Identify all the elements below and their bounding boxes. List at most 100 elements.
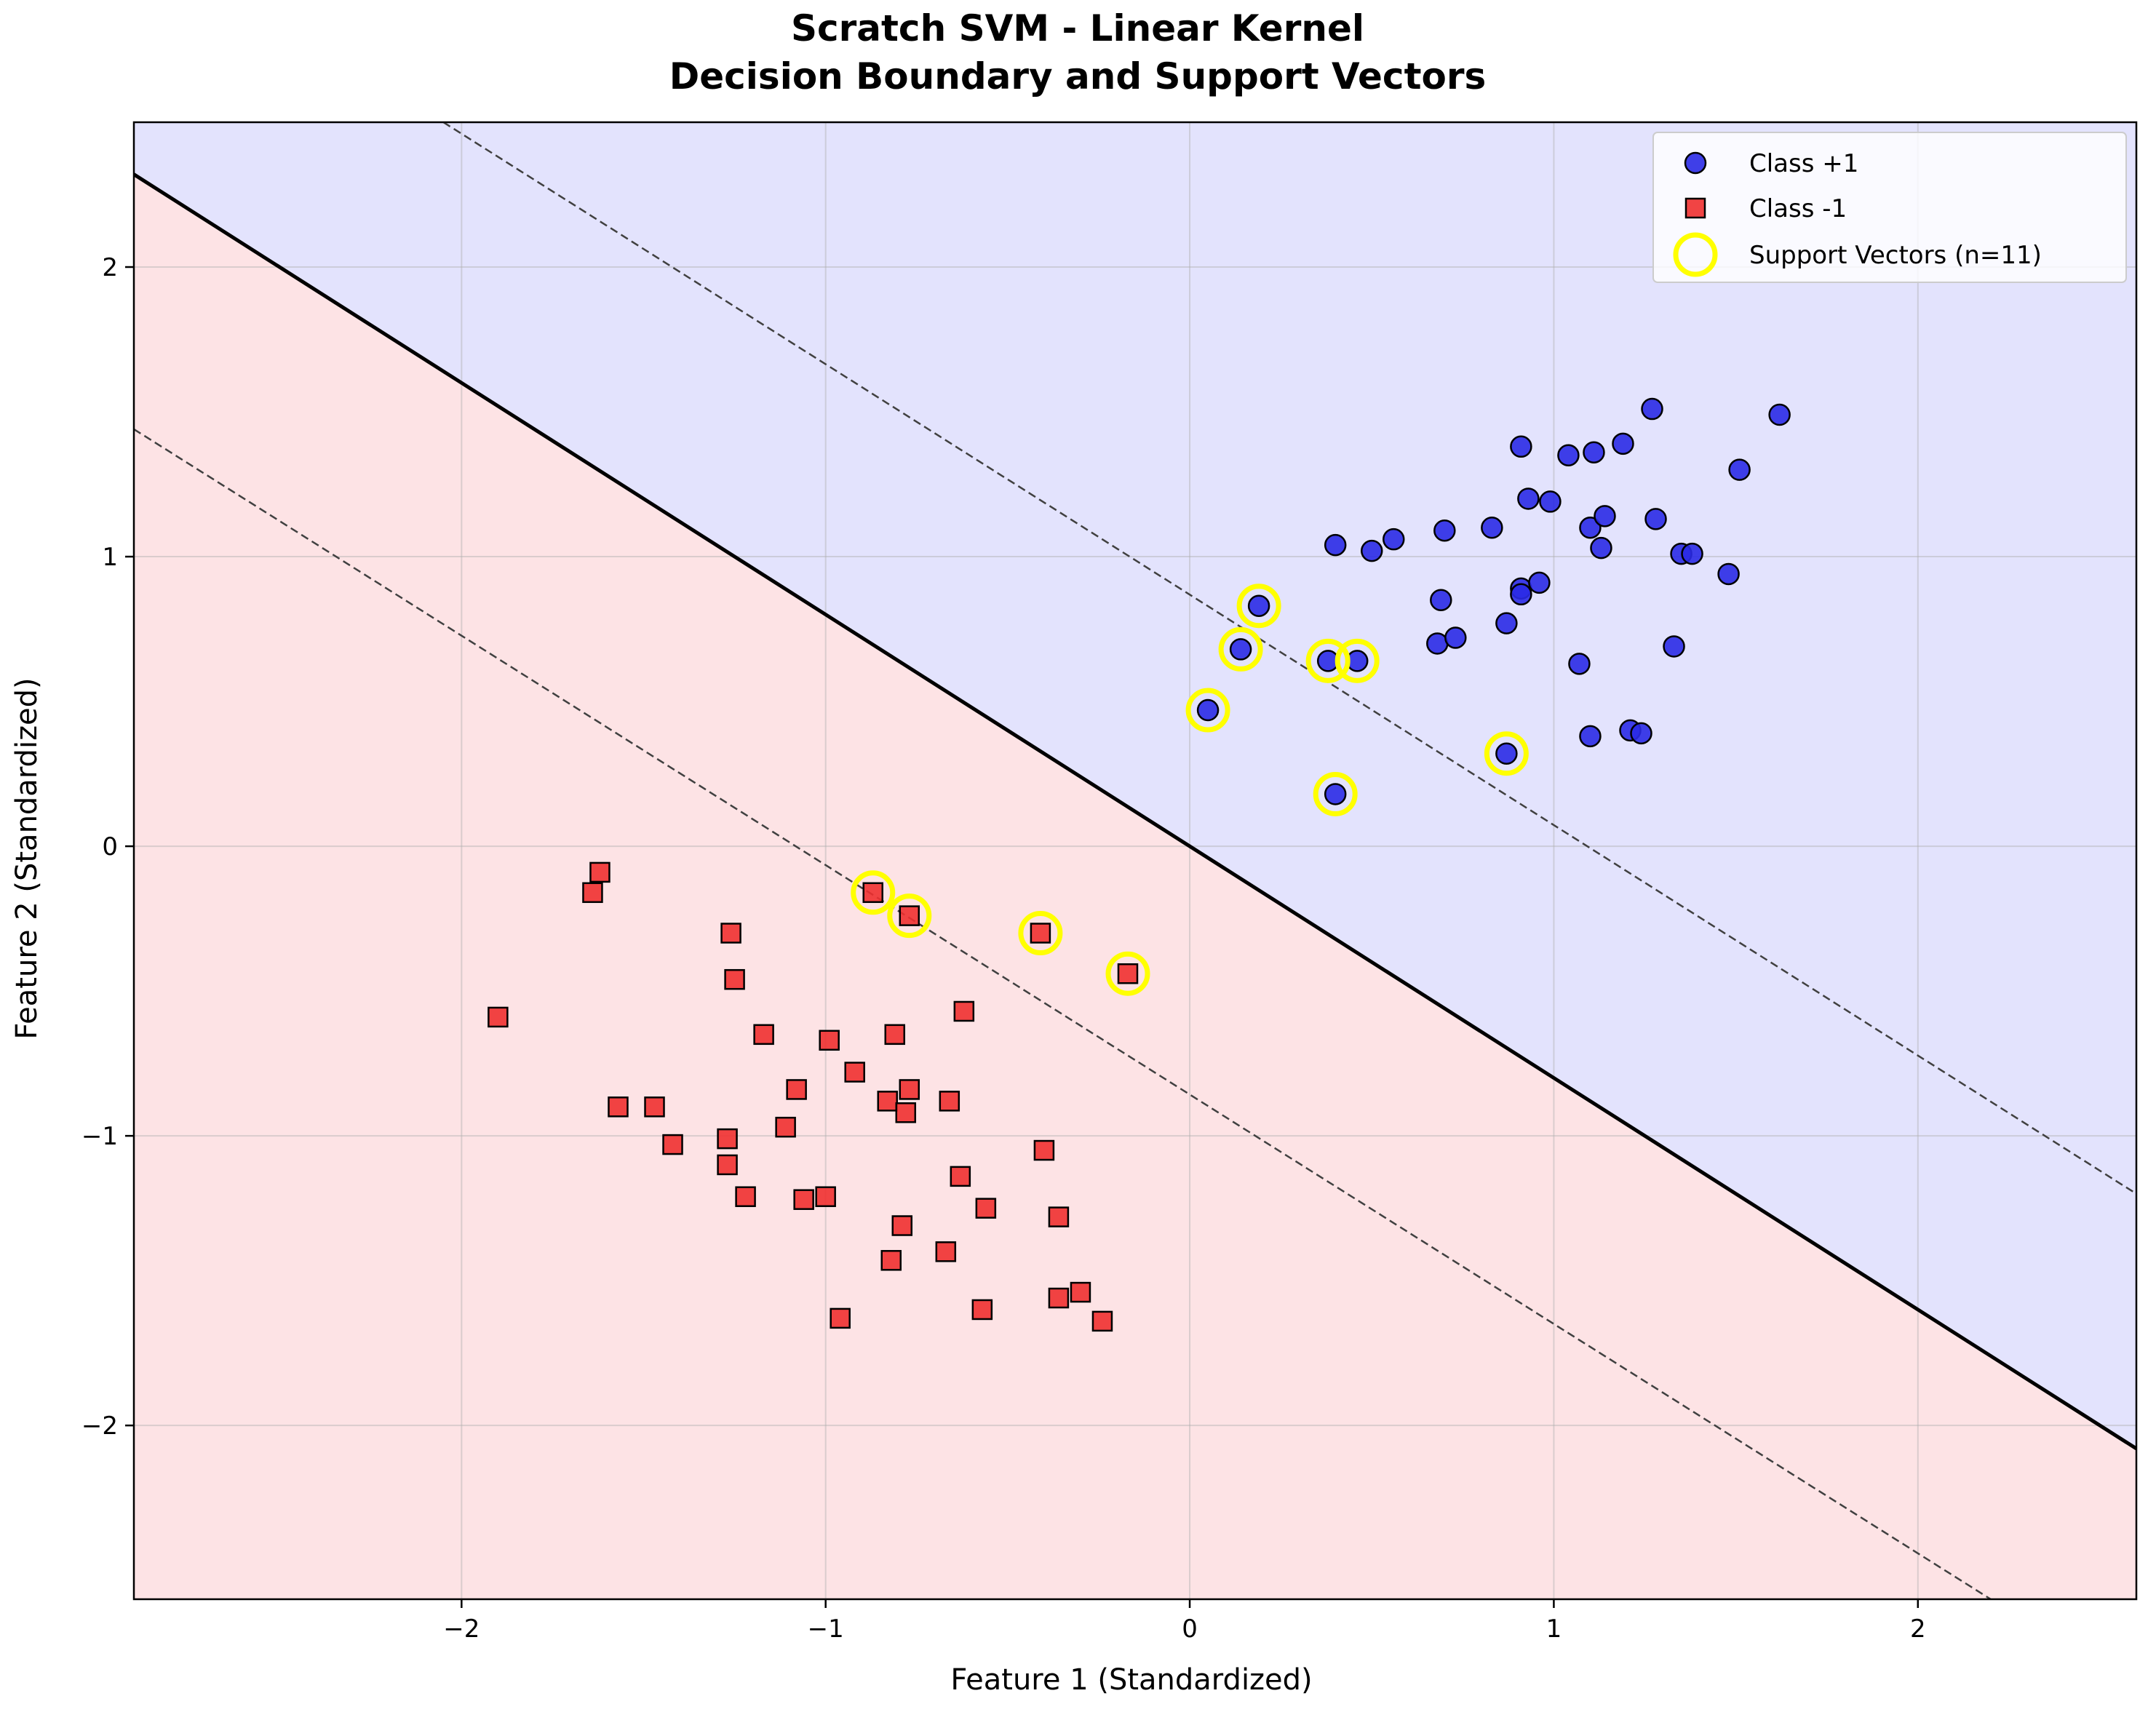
support-vector-ring [887,893,932,939]
decision-boundary-line [134,172,2136,1451]
legend-class-pos-marker [1684,151,1707,175]
class-pos-point [1717,562,1740,586]
support-vector-ring [1105,951,1150,996]
class-neg-point [1048,1287,1070,1309]
axes: −2 −1 0 1 2 −2 −1 0 1 2 [81,121,2138,1644]
support-vector-ring [1334,638,1380,683]
support-vector-ring [1236,584,1281,629]
y-tick-label: 1 [102,543,118,572]
class-neg-point [815,1186,836,1207]
class-pos-point [1590,536,1612,560]
class-pos-point [1430,589,1452,612]
class-pos-point [1594,505,1616,527]
class-pos-point [1663,635,1685,658]
class-neg-point [793,1189,814,1210]
class-neg-point [1091,1310,1113,1332]
class-pos-point [1433,519,1456,542]
class-pos-point [1539,490,1562,513]
class-pos-point [1630,722,1652,745]
legend: Class +1 Class -1 Support Vectors (n=11) [1652,132,2127,283]
class-neg-point [1117,963,1139,984]
support-vector-ring [1185,688,1230,733]
support-vector-ring [1018,911,1063,956]
legend-support-vector-marker [1673,232,1718,277]
class-neg-point [975,1198,997,1219]
class-pos-point [1444,626,1467,649]
class-pos-point [1510,435,1532,458]
class-neg-point [1033,1139,1055,1161]
class-neg-point [775,1116,796,1138]
class-neg-point [1030,923,1051,944]
class-pos-point [1517,487,1540,510]
x-tick-label: −2 [443,1615,480,1644]
class-pos-point [1612,432,1634,455]
class-pos-point [1579,517,1602,539]
class-neg-point [844,1062,865,1083]
y-tick-label: −2 [81,1412,118,1441]
class-neg-point [953,1000,975,1022]
class-pos-point [1557,444,1580,466]
class-pos-point [1681,542,1703,565]
class-neg-point [939,1091,960,1112]
chart-title-line2: Decision Boundary and Support Vectors [669,55,1487,97]
class-pos-point [1495,612,1518,634]
class-pos-point [1426,632,1449,655]
class-neg-point [971,1299,993,1321]
x-axis-label: Feature 1 (Standardized) [950,1663,1312,1697]
chart-title-line1: Scratch SVM - Linear Kernel [791,7,1364,49]
class-neg-point [488,1006,509,1028]
class-neg-point [720,923,741,944]
class-neg-point [895,1102,917,1123]
class-pos-point [1528,571,1551,594]
class-pos-point [1324,533,1347,557]
class-neg-point [862,882,883,904]
class-pos-point [1481,517,1503,539]
class-neg-point [950,1166,971,1187]
class-pos-point [1196,698,1220,722]
x-tick-label: −1 [808,1615,844,1644]
class-pos-point [1324,783,1347,805]
legend-label: Class +1 [1749,149,1858,178]
class-pos-point [1383,527,1405,551]
margin-lower-line [134,428,1992,1599]
y-tick-label: −1 [81,1122,118,1151]
class-neg-point [644,1096,665,1118]
class-neg-point [724,968,745,990]
class-pos-point [1728,458,1751,481]
class-neg-point [786,1079,807,1100]
class-neg-point [1048,1206,1070,1227]
plot-area [134,122,2136,1599]
class-pos-point [1495,742,1518,765]
class-pos-point [1360,539,1383,562]
class-neg-point [899,1079,920,1100]
support-vector-ring [1484,731,1529,776]
class-pos-point [1583,441,1605,464]
class-neg-point [899,905,920,926]
class-neg-point [608,1096,629,1118]
class-neg-point [935,1241,957,1262]
class-neg-point [830,1307,851,1329]
x-tick-label: 0 [1182,1615,1198,1644]
class-pos-point [1229,638,1252,661]
legend-box [1652,132,2127,283]
class-neg-point [717,1154,738,1176]
class-pos-point [1579,725,1602,748]
x-tick-label: 2 [1910,1615,1926,1644]
class-neg-point [819,1030,840,1051]
class-neg-point [753,1024,774,1046]
support-vector-ring [1305,638,1351,683]
class-neg-point [1070,1281,1091,1303]
legend-label: Support Vectors (n=11) [1749,241,2042,270]
class-pos-point [1510,583,1532,606]
legend-label: Class -1 [1749,194,1847,223]
class-pos-point [1641,397,1663,421]
class-neg-point [735,1186,756,1207]
class-neg-point [582,882,603,904]
y-axis-label: Feature 2 (Standardized) [10,677,44,1039]
plot-frame [132,121,2138,1601]
class-neg-point [891,1215,913,1236]
y-tick-label: 2 [102,253,118,282]
class-neg-point [589,861,610,883]
positive-region [134,122,2136,1449]
